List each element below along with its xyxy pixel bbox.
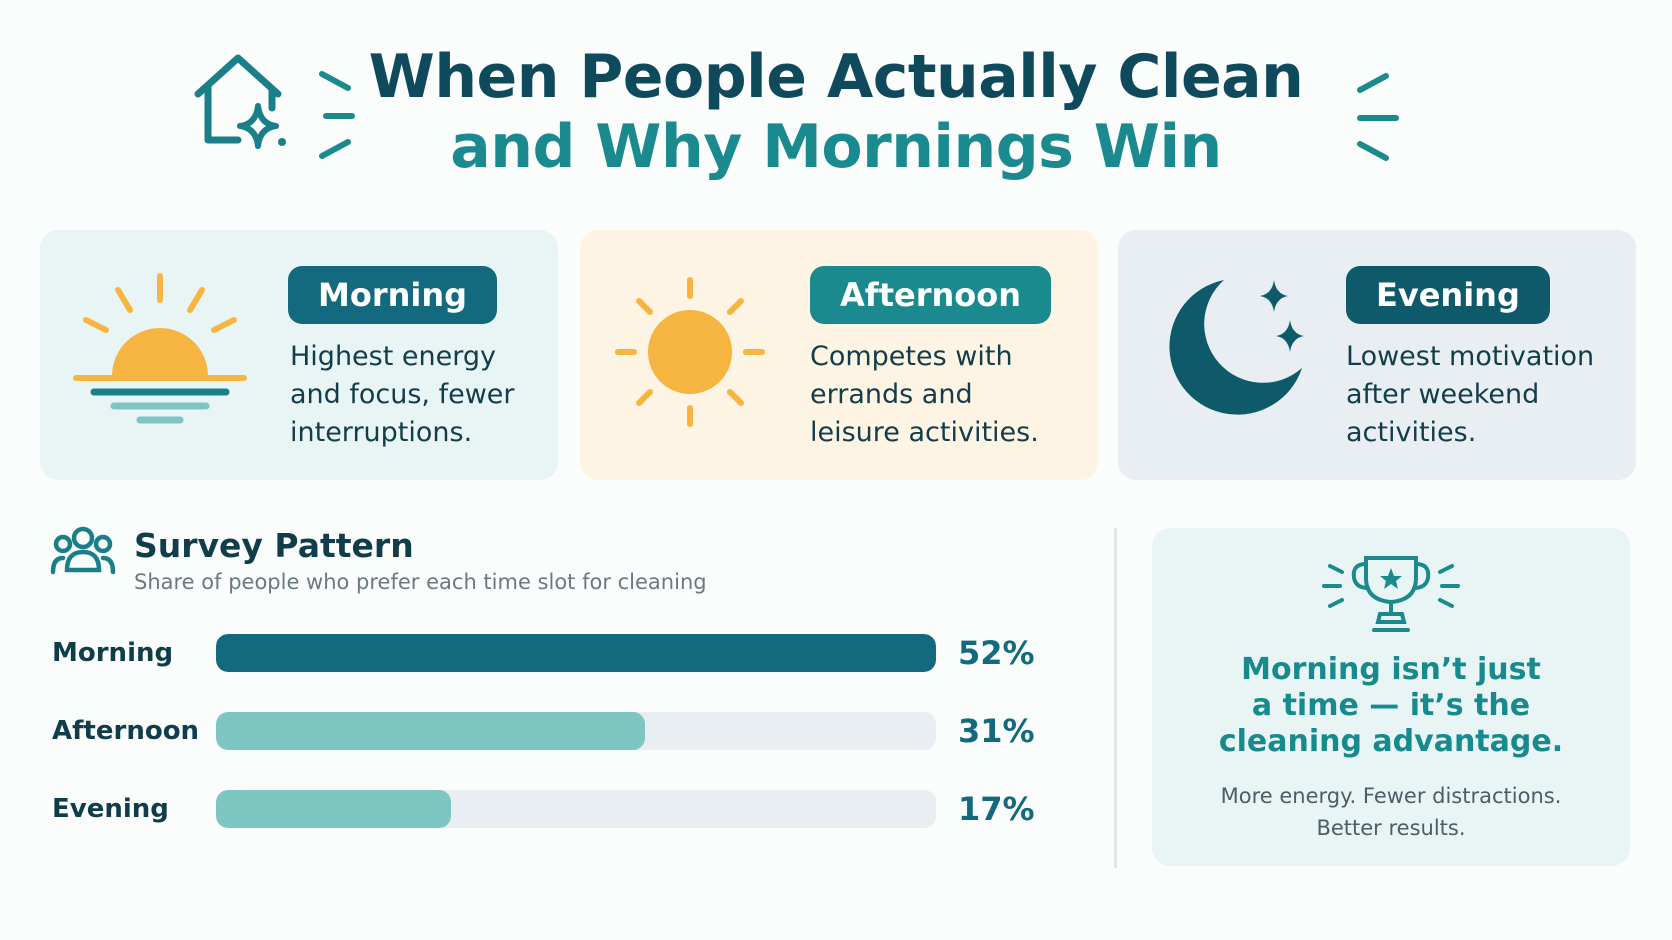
bar-value-label: 31% xyxy=(958,712,1035,750)
bar-row-morning: Morning 52% xyxy=(40,634,1080,674)
evening-label: Evening xyxy=(1346,266,1550,324)
bar-value-label: 17% xyxy=(958,790,1035,828)
bar-track xyxy=(216,790,936,828)
house-sparkle-icon xyxy=(194,54,286,149)
bar-row-afternoon: Afternoon 31% xyxy=(40,712,1080,752)
bar-label: Morning xyxy=(52,638,174,668)
header: When People Actually Clean and Why Morni… xyxy=(0,34,1672,184)
bar-morning xyxy=(216,634,936,672)
trophy-icon xyxy=(1322,556,1460,632)
bar-label: Afternoon xyxy=(52,716,200,746)
page-title-line-2: and Why Mornings Win xyxy=(450,112,1222,182)
morning-description: Highest energy and focus, fewer interrup… xyxy=(290,341,515,448)
sparkle-rays-icon xyxy=(1357,73,1399,161)
bar-evening xyxy=(216,790,451,828)
evening-card: Evening Lowest motivation after weekend … xyxy=(1118,230,1636,480)
bar-track xyxy=(216,634,936,672)
evening-description: Lowest motivation after weekend activiti… xyxy=(1346,341,1595,448)
sunrise-icon xyxy=(73,273,247,424)
chart-title: Survey Pattern xyxy=(134,526,414,565)
callout-headline: Morning isn’t just a time — it’s the cle… xyxy=(1218,652,1564,759)
moon-icon xyxy=(1169,280,1304,415)
morning-advantage-callout: Morning isn’t just a time — it’s the cle… xyxy=(1152,528,1630,866)
people-group-icon xyxy=(50,526,116,575)
page-title-line-1: When People Actually Clean xyxy=(368,42,1304,112)
afternoon-card: Afternoon Competes with errands and leis… xyxy=(580,230,1098,480)
survey-chart: Survey Pattern Share of people who prefe… xyxy=(40,520,1080,880)
sun-icon xyxy=(615,277,765,427)
bar-row-evening: Evening 17% xyxy=(40,790,1080,830)
bar-track xyxy=(216,712,936,750)
section-divider xyxy=(1114,528,1117,868)
bar-label: Evening xyxy=(52,794,169,824)
afternoon-description: Competes with errands and leisure activi… xyxy=(810,341,1039,448)
callout-body: More energy. Fewer distractions. Better … xyxy=(1220,784,1562,840)
sparkle-rays-icon xyxy=(319,71,355,159)
bar-afternoon xyxy=(216,712,645,750)
chart-subtitle: Share of people who prefer each time slo… xyxy=(134,570,707,594)
bar-value-label: 52% xyxy=(958,634,1035,672)
afternoon-label: Afternoon xyxy=(810,266,1051,324)
morning-card: Morning Highest energy and focus, fewer … xyxy=(40,230,558,480)
morning-label: Morning xyxy=(288,266,498,324)
